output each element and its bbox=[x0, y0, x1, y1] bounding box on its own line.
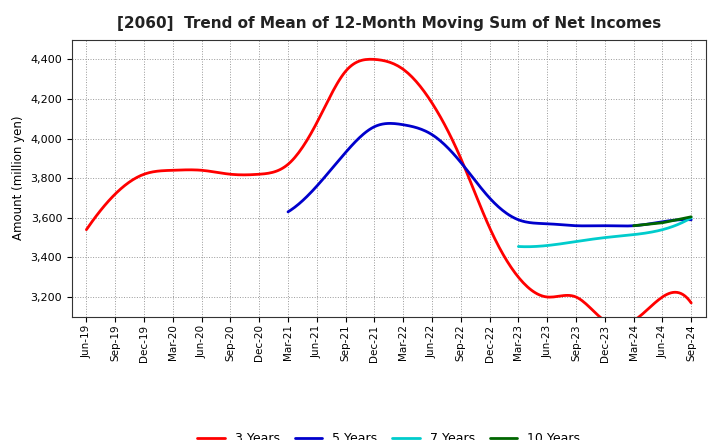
5 Years bbox=[619, 224, 628, 229]
7 Years bbox=[514, 244, 523, 249]
5 Years bbox=[285, 209, 294, 214]
Line: 10 Years: 10 Years bbox=[634, 217, 691, 226]
7 Years bbox=[660, 227, 669, 232]
7 Years bbox=[617, 233, 626, 238]
Line: 5 Years: 5 Years bbox=[288, 123, 691, 226]
5 Years bbox=[523, 220, 532, 225]
Y-axis label: Amount (million yen): Amount (million yen) bbox=[12, 116, 25, 240]
5 Years bbox=[386, 121, 395, 126]
3 Years bbox=[687, 301, 696, 306]
3 Years bbox=[444, 129, 453, 135]
3 Years bbox=[594, 313, 603, 318]
10 Years bbox=[687, 214, 696, 220]
3 Years bbox=[82, 227, 91, 232]
Line: 7 Years: 7 Years bbox=[518, 218, 691, 247]
5 Years bbox=[687, 217, 696, 222]
7 Years bbox=[621, 233, 629, 238]
3 Years bbox=[365, 57, 374, 62]
3 Years bbox=[84, 224, 93, 229]
5 Years bbox=[284, 209, 292, 215]
10 Years bbox=[629, 223, 638, 228]
Line: 3 Years: 3 Years bbox=[86, 59, 691, 325]
3 Years bbox=[442, 125, 451, 131]
5 Years bbox=[532, 220, 541, 226]
3 Years bbox=[614, 323, 623, 328]
3 Years bbox=[454, 151, 463, 156]
5 Years bbox=[626, 223, 635, 228]
7 Years bbox=[515, 244, 523, 249]
5 Years bbox=[652, 220, 660, 225]
5 Years bbox=[525, 220, 534, 225]
7 Years bbox=[522, 244, 531, 249]
Legend: 3 Years, 5 Years, 7 Years, 10 Years: 3 Years, 5 Years, 7 Years, 10 Years bbox=[194, 429, 584, 440]
3 Years bbox=[634, 315, 643, 320]
7 Years bbox=[687, 215, 696, 220]
7 Years bbox=[618, 233, 626, 238]
7 Years bbox=[671, 223, 680, 228]
Title: [2060]  Trend of Mean of 12-Month Moving Sum of Net Incomes: [2060] Trend of Mean of 12-Month Moving … bbox=[117, 16, 661, 32]
10 Years bbox=[658, 220, 667, 225]
